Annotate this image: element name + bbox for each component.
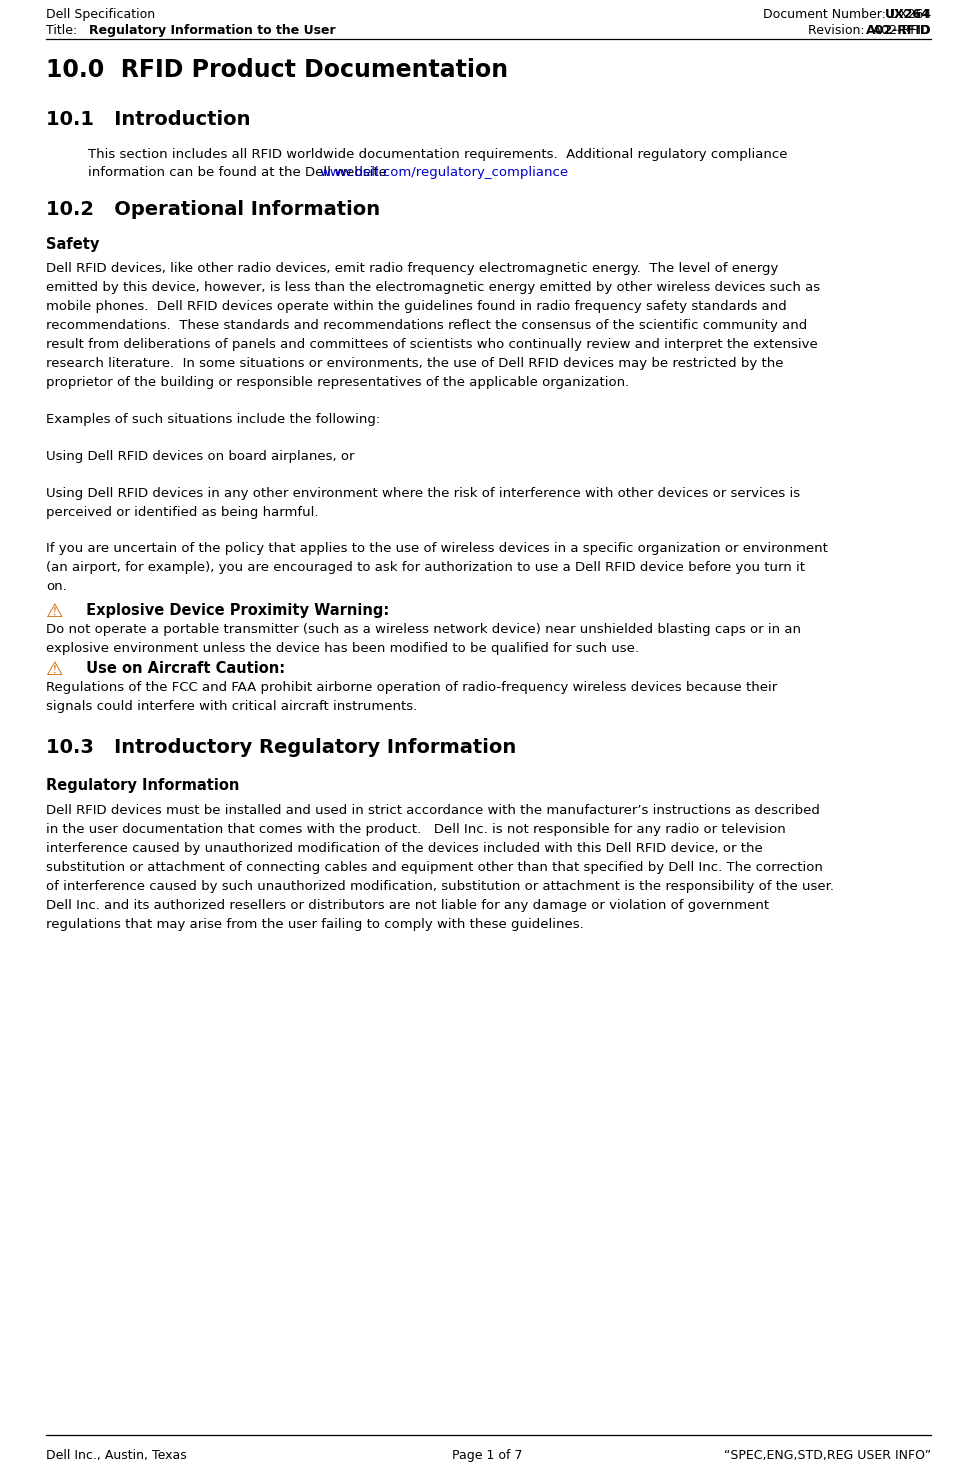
Text: Using Dell RFID devices on board airplanes, or: Using Dell RFID devices on board airplan… xyxy=(46,450,354,464)
Text: on.: on. xyxy=(46,580,66,593)
Text: 10.3   Introductory Regulatory Information: 10.3 Introductory Regulatory Information xyxy=(46,737,516,757)
Text: Dell Specification: Dell Specification xyxy=(46,7,155,21)
Text: Regulatory Information: Regulatory Information xyxy=(46,779,239,793)
Text: result from deliberations of panels and committees of scientists who continually: result from deliberations of panels and … xyxy=(46,339,818,350)
Text: ⚠: ⚠ xyxy=(46,659,63,679)
Text: Use on Aircraft Caution:: Use on Aircraft Caution: xyxy=(81,661,285,676)
Text: perceived or identified as being harmful.: perceived or identified as being harmful… xyxy=(46,506,318,520)
Text: Regulatory Information to the User: Regulatory Information to the User xyxy=(89,24,335,37)
Text: (an airport, for example), you are encouraged to ask for authorization to use a : (an airport, for example), you are encou… xyxy=(46,561,804,574)
Text: Explosive Device Proximity Warning:: Explosive Device Proximity Warning: xyxy=(81,604,389,618)
Text: Dell Inc., Austin, Texas: Dell Inc., Austin, Texas xyxy=(46,1448,186,1462)
Text: research literature.  In some situations or environments, the use of Dell RFID d: research literature. In some situations … xyxy=(46,358,783,369)
Text: UX264: UX264 xyxy=(885,7,931,21)
Text: regulations that may arise from the user failing to comply with these guidelines: regulations that may arise from the user… xyxy=(46,919,584,930)
Text: www.dell.com/regulatory_compliance: www.dell.com/regulatory_compliance xyxy=(320,166,568,180)
Text: substitution or attachment of connecting cables and equipment other than that sp: substitution or attachment of connecting… xyxy=(46,861,823,874)
Text: explosive environment unless the device has been modified to be qualified for su: explosive environment unless the device … xyxy=(46,642,639,655)
Text: Regulations of the FCC and FAA prohibit airborne operation of radio-frequency wi: Regulations of the FCC and FAA prohibit … xyxy=(46,682,777,693)
Text: “SPEC,ENG,STD,REG USER INFO”: “SPEC,ENG,STD,REG USER INFO” xyxy=(724,1448,931,1462)
Text: in the user documentation that comes with the product.   Dell Inc. is not respon: in the user documentation that comes wit… xyxy=(46,823,786,836)
Text: Do not operate a portable transmitter (such as a wireless network device) near u: Do not operate a portable transmitter (s… xyxy=(46,623,800,636)
Text: ⚠: ⚠ xyxy=(46,602,63,621)
Text: 10.1   Introduction: 10.1 Introduction xyxy=(46,110,251,130)
Text: Dell RFID devices, like other radio devices, emit radio frequency electromagneti: Dell RFID devices, like other radio devi… xyxy=(46,262,778,275)
Text: mobile phones.  Dell RFID devices operate within the guidelines found in radio f: mobile phones. Dell RFID devices operate… xyxy=(46,300,787,314)
Text: signals could interfere with critical aircraft instruments.: signals could interfere with critical ai… xyxy=(46,701,417,712)
Text: Dell RFID devices must be installed and used in strict accordance with the manuf: Dell RFID devices must be installed and … xyxy=(46,804,820,817)
Text: recommendations.  These standards and recommendations reflect the consensus of t: recommendations. These standards and rec… xyxy=(46,319,807,333)
Text: 10.0  RFID Product Documentation: 10.0 RFID Product Documentation xyxy=(46,57,508,82)
Text: emitted by this device, however, is less than the electromagnetic energy emitted: emitted by this device, however, is less… xyxy=(46,281,820,294)
Text: Page 1 of 7: Page 1 of 7 xyxy=(452,1448,523,1462)
Text: Document Number: UX264: Document Number: UX264 xyxy=(762,7,931,21)
Text: Revision:  A02-RFID: Revision: A02-RFID xyxy=(808,24,931,37)
Text: Examples of such situations include the following:: Examples of such situations include the … xyxy=(46,414,380,425)
Text: information can be found at the Dell website: information can be found at the Dell web… xyxy=(88,166,391,180)
Text: Dell Inc. and its authorized resellers or distributors are not liable for any da: Dell Inc. and its authorized resellers o… xyxy=(46,899,769,913)
Text: A02-RFID: A02-RFID xyxy=(866,24,931,37)
Text: proprietor of the building or responsible representatives of the applicable orga: proprietor of the building or responsibl… xyxy=(46,375,629,389)
Text: Using Dell RFID devices in any other environment where the risk of interference : Using Dell RFID devices in any other env… xyxy=(46,487,800,500)
Text: 10.2   Operational Information: 10.2 Operational Information xyxy=(46,200,380,219)
Text: interference caused by unauthorized modification of the devices included with th: interference caused by unauthorized modi… xyxy=(46,842,762,855)
Text: Safety: Safety xyxy=(46,237,99,252)
Text: If you are uncertain of the policy that applies to the use of wireless devices i: If you are uncertain of the policy that … xyxy=(46,542,828,555)
Text: This section includes all RFID worldwide documentation requirements.  Additional: This section includes all RFID worldwide… xyxy=(88,149,787,160)
Text: of interference caused by such unauthorized modification, substitution or attach: of interference caused by such unauthori… xyxy=(46,880,834,894)
Text: Title:: Title: xyxy=(46,24,81,37)
